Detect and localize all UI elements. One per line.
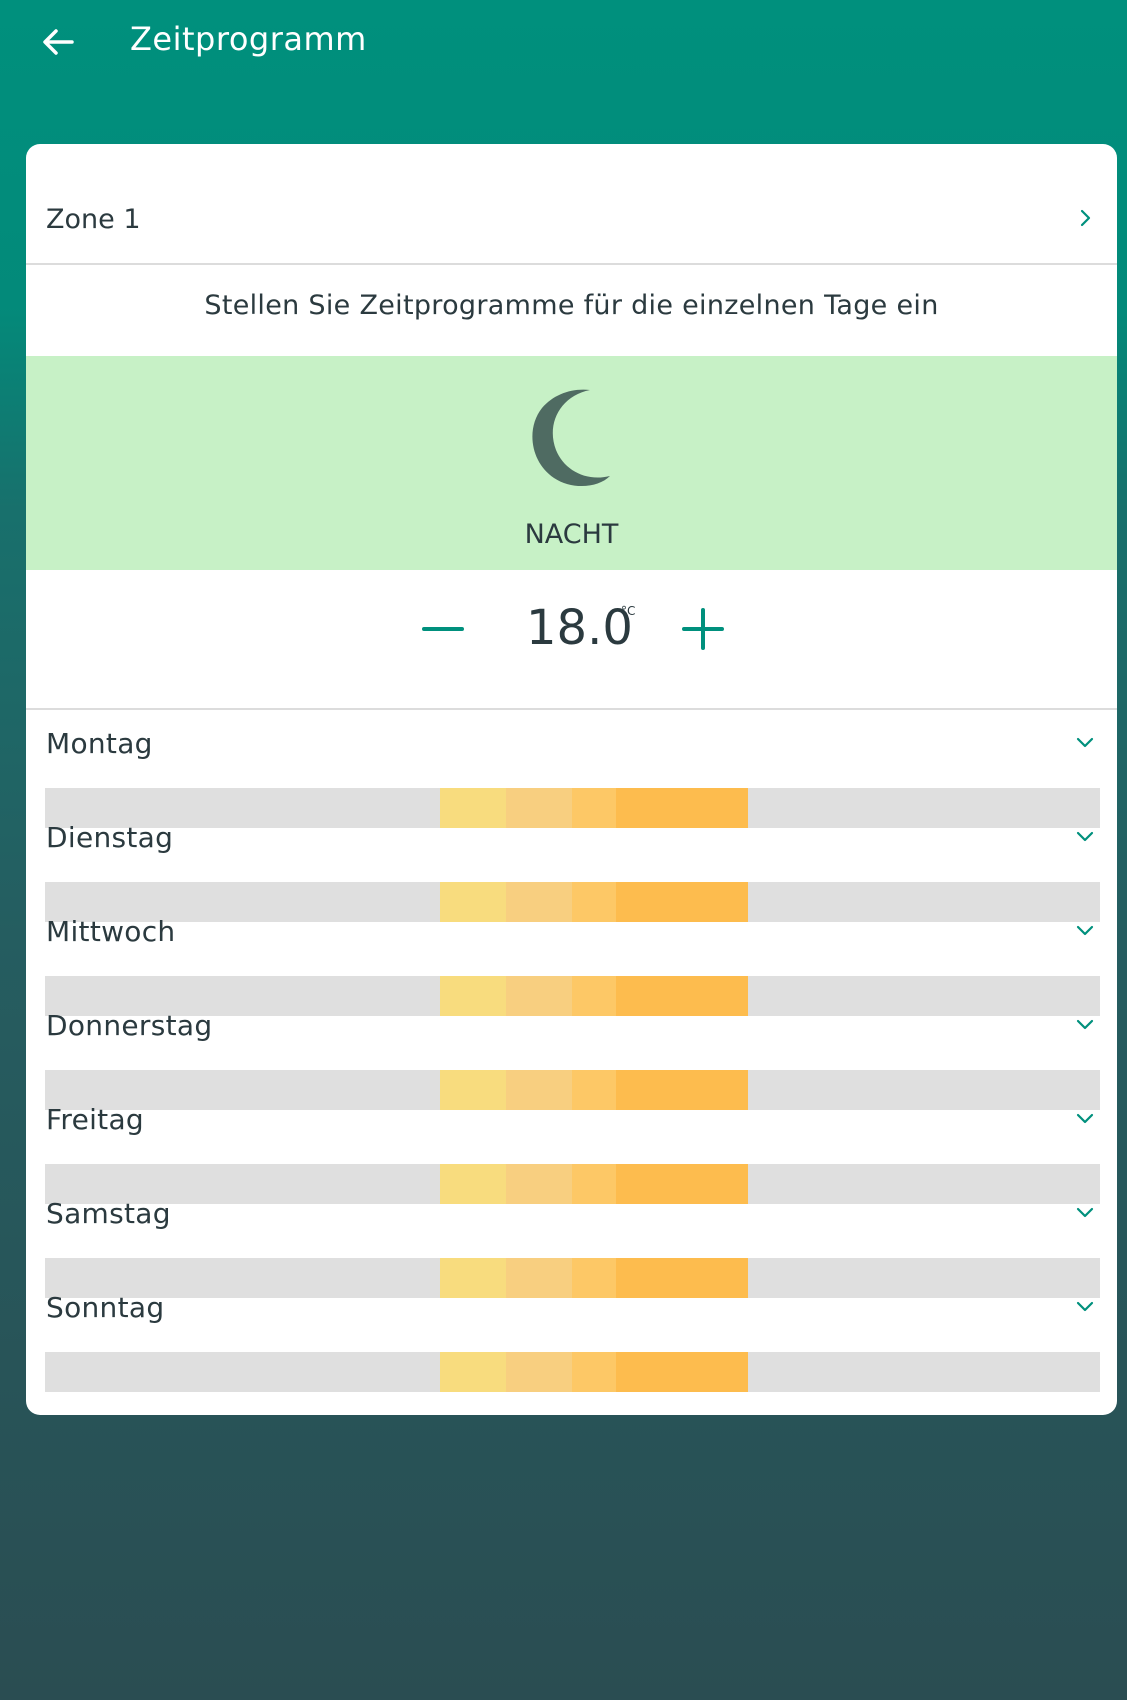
- minus-icon[interactable]: [418, 604, 468, 654]
- instruction-text: Stellen Sie Zeitprogramme für die einzel…: [204, 290, 939, 321]
- moon-icon: [532, 389, 610, 487]
- schedule-segment: [506, 976, 572, 1016]
- zone-label: Zone 1: [46, 204, 141, 235]
- chevron-down-icon[interactable]: [1073, 1294, 1097, 1318]
- schedule-bar[interactable]: [45, 1352, 1100, 1392]
- schedule-bar[interactable]: [45, 1070, 1100, 1110]
- chevron-down-icon[interactable]: [1073, 1106, 1097, 1130]
- day-label: Freitag: [46, 1103, 144, 1136]
- schedule-segment: [572, 1164, 616, 1204]
- schedule-segment: [616, 1352, 748, 1392]
- day-label: Sonntag: [46, 1291, 165, 1324]
- app-bar: Zeitprogramm: [0, 0, 1127, 90]
- schedule-segment: [506, 1258, 572, 1298]
- chevron-down-icon[interactable]: [1073, 918, 1097, 942]
- arrow-left-icon[interactable]: [34, 18, 82, 66]
- schedule-card: Zone 1 Stellen Sie Zeitprogramme für die…: [26, 144, 1117, 1415]
- schedule-segment: [572, 1352, 616, 1392]
- schedule-bar[interactable]: [45, 976, 1100, 1016]
- zone-selector[interactable]: Zone 1: [26, 144, 1117, 265]
- chevron-down-icon[interactable]: [1073, 824, 1097, 848]
- day-row-mittwoch: Mittwoch: [26, 898, 1117, 1016]
- day-row-sonntag: Sonntag: [26, 1274, 1117, 1392]
- chevron-down-icon[interactable]: [1073, 730, 1097, 754]
- schedule-bar[interactable]: [45, 1164, 1100, 1204]
- schedule-segment: [616, 1258, 748, 1298]
- schedule-segment: [440, 788, 506, 828]
- page-title: Zeitprogramm: [130, 20, 367, 58]
- day-label: Samstag: [46, 1197, 171, 1230]
- day-row-samstag: Samstag: [26, 1180, 1117, 1298]
- mode-label: NACHT: [524, 519, 619, 550]
- schedule-bar[interactable]: [45, 882, 1100, 922]
- schedule-segment: [506, 788, 572, 828]
- day-label: Dienstag: [46, 821, 174, 854]
- schedule-bar[interactable]: [45, 788, 1100, 828]
- chevron-down-icon[interactable]: [1073, 1200, 1097, 1224]
- schedule-segment: [506, 1070, 572, 1110]
- schedule-bar[interactable]: [45, 1258, 1100, 1298]
- schedule-segment: [616, 1164, 748, 1204]
- schedule-segment: [572, 788, 616, 828]
- day-label: Donnerstag: [46, 1009, 213, 1042]
- temperature-unit: °C: [621, 604, 636, 618]
- schedule-segment: [616, 1070, 748, 1110]
- schedule-segment: [440, 1070, 506, 1110]
- schedule-segment: [572, 976, 616, 1016]
- mode-panel[interactable]: NACHT: [26, 356, 1117, 570]
- day-label: Mittwoch: [46, 915, 176, 948]
- temperature-value: 18.0: [526, 600, 633, 656]
- day-row-freitag: Freitag: [26, 1086, 1117, 1204]
- day-row-donnerstag: Donnerstag: [26, 992, 1117, 1110]
- temperature-control: 18.0 °C: [26, 570, 1117, 710]
- schedule-segment: [506, 1352, 572, 1392]
- schedule-segment: [616, 788, 748, 828]
- schedule-segment: [440, 1258, 506, 1298]
- schedule-segment: [440, 1164, 506, 1204]
- chevron-down-icon[interactable]: [1073, 1012, 1097, 1036]
- schedule-segment: [572, 1070, 616, 1110]
- chevron-right-icon: [1080, 209, 1091, 227]
- schedule-segment: [572, 882, 616, 922]
- schedule-segment: [616, 882, 748, 922]
- day-label: Montag: [46, 727, 153, 760]
- day-row-dienstag: Dienstag: [26, 804, 1117, 922]
- schedule-segment: [506, 1164, 572, 1204]
- schedule-segment: [440, 882, 506, 922]
- schedule-segment: [616, 976, 748, 1016]
- plus-icon[interactable]: [678, 604, 728, 654]
- schedule-segment: [572, 1258, 616, 1298]
- schedule-segment: [440, 1352, 506, 1392]
- schedule-segment: [440, 976, 506, 1016]
- day-row-montag: Montag: [26, 710, 1117, 828]
- schedule-segment: [506, 882, 572, 922]
